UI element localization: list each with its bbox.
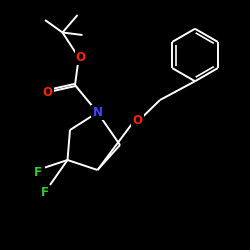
Text: N: N: [92, 106, 102, 119]
Text: F: F: [34, 166, 42, 179]
Text: F: F: [41, 186, 49, 199]
Text: O: O: [76, 51, 86, 64]
Text: O: O: [42, 86, 52, 99]
Text: O: O: [132, 114, 142, 126]
